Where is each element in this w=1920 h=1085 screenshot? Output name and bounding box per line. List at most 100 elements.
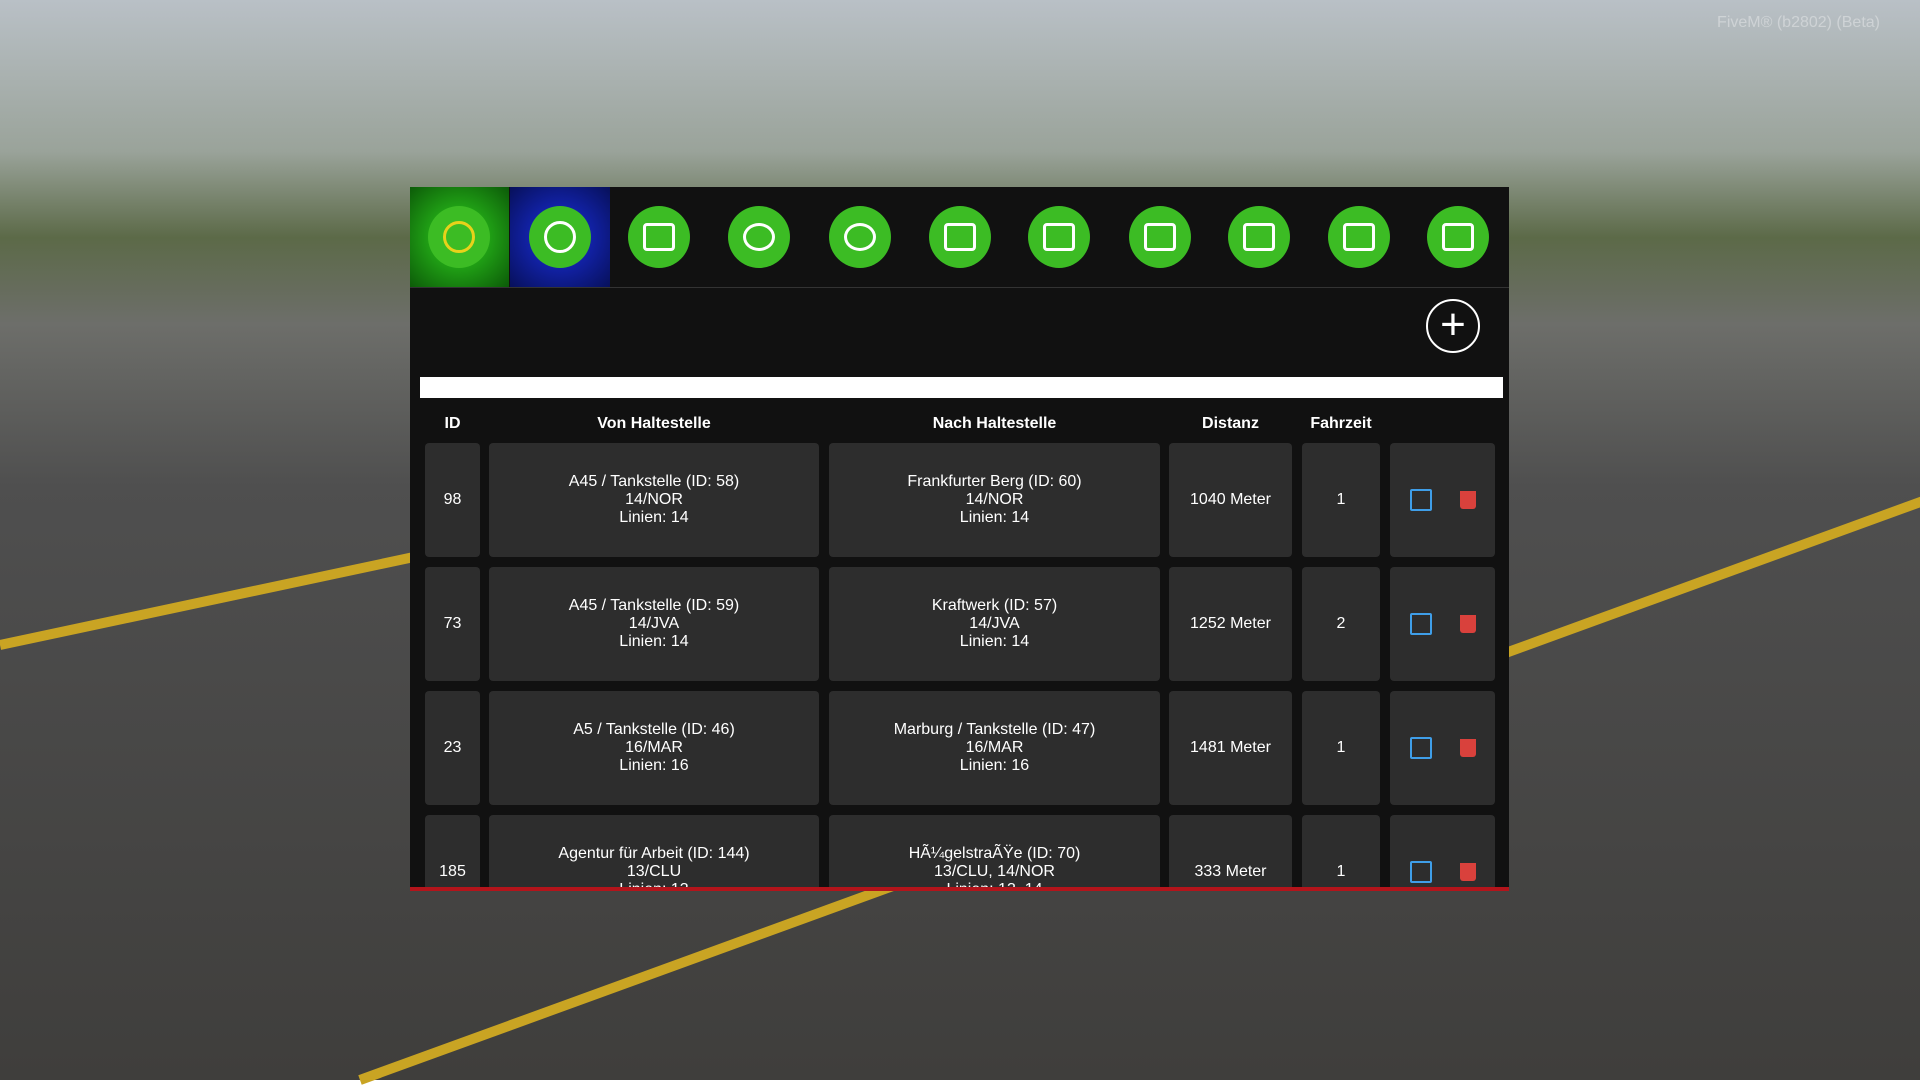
distance-cell: 1481 Meter	[1169, 691, 1292, 805]
edit-button[interactable]	[1410, 613, 1432, 635]
nav-button[interactable]	[1110, 187, 1210, 287]
time-text: 1	[1337, 491, 1346, 509]
nav-button[interactable]	[1309, 187, 1409, 287]
id-cell: 73	[425, 567, 480, 681]
distance-text: 1481 Meter	[1190, 739, 1271, 757]
time-cell: 1	[1302, 815, 1380, 887]
id-cell: 98	[425, 443, 480, 557]
stop-line: Linien: 14	[619, 509, 688, 527]
time-text: 2	[1337, 615, 1346, 633]
icon-glyph	[1442, 223, 1474, 251]
stop-line: A45 / Tankstelle (ID: 59)	[569, 597, 739, 615]
id-text: 98	[444, 491, 462, 509]
distance-cell: 1040 Meter	[1169, 443, 1292, 557]
nav-icon	[1427, 206, 1489, 268]
stop-line: Linien: 16	[619, 757, 688, 775]
bus-stop-panel: + ID Von Haltestelle Nach Haltestelle Dista…	[410, 187, 1509, 891]
id-cell: 185	[425, 815, 480, 887]
stop-line: Kraftwerk (ID: 57)	[932, 597, 1057, 615]
nav-button[interactable]	[910, 187, 1010, 287]
nav-button[interactable]	[1209, 187, 1309, 287]
nav-icon	[1129, 206, 1191, 268]
actions-cell	[1390, 815, 1495, 887]
nav-button[interactable]	[1009, 187, 1109, 287]
icon-glyph	[1144, 223, 1176, 251]
stop-line: 16/MAR	[625, 739, 683, 757]
actions-cell	[1390, 567, 1495, 681]
stop-line: Linien: 14	[960, 633, 1029, 651]
icon-glyph	[544, 221, 576, 253]
stop-line: Linien: 14	[619, 633, 688, 651]
time-cell: 1	[1302, 443, 1380, 557]
to-cell: HÃ¼gelstraÃŸe (ID: 70)13/CLU, 14/NORLini…	[829, 815, 1160, 887]
nav-button[interactable]	[410, 187, 509, 287]
id-cell: 23	[425, 691, 480, 805]
edit-button[interactable]	[1410, 737, 1432, 759]
column-header: Von Haltestelle	[489, 415, 819, 433]
nav-icon	[628, 206, 690, 268]
stop-line: 14/NOR	[966, 491, 1024, 509]
edit-button[interactable]	[1410, 861, 1432, 883]
stop-line: Linien: 13, 14	[946, 881, 1042, 887]
nav-button[interactable]	[810, 187, 910, 287]
delete-button[interactable]	[1460, 615, 1476, 633]
distance-text: 1252 Meter	[1190, 615, 1271, 633]
id-text: 73	[444, 615, 462, 633]
nav-icon	[829, 206, 891, 268]
stop-line: 14/JVA	[969, 615, 1019, 633]
nav-icon	[1328, 206, 1390, 268]
nav-icon	[929, 206, 991, 268]
icon-glyph	[443, 221, 475, 253]
stop-line: A5 / Tankstelle (ID: 46)	[573, 721, 735, 739]
icon-glyph	[643, 223, 675, 251]
column-header: Fahrzeit	[1302, 415, 1380, 433]
stop-line: 13/CLU, 14/NOR	[934, 863, 1055, 881]
time-cell: 1	[1302, 691, 1380, 805]
stop-line: 13/CLU	[627, 863, 681, 881]
delete-button[interactable]	[1460, 739, 1476, 757]
stop-line: Frankfurter Berg (ID: 60)	[907, 473, 1081, 491]
nav-icon	[529, 206, 591, 268]
actions-cell	[1390, 691, 1495, 805]
delete-button[interactable]	[1460, 863, 1476, 881]
time-text: 1	[1337, 863, 1346, 881]
stop-line: Marburg / Tankstelle (ID: 47)	[894, 721, 1096, 739]
nav-button[interactable]	[609, 187, 709, 287]
stop-line: 14/NOR	[625, 491, 683, 509]
search-input[interactable]	[420, 377, 1503, 398]
delete-button[interactable]	[1460, 491, 1476, 509]
edit-button[interactable]	[1410, 489, 1432, 511]
from-cell: Agentur für Arbeit (ID: 144)13/CLULinien…	[489, 815, 819, 887]
icon-glyph	[844, 223, 876, 251]
icon-glyph	[1243, 223, 1275, 251]
nav-bar	[410, 187, 1509, 288]
nav-button[interactable]	[510, 187, 610, 287]
nav-icon	[728, 206, 790, 268]
stop-line: Linien: 13	[619, 881, 688, 887]
nav-icon	[1228, 206, 1290, 268]
road-line	[1498, 472, 1920, 659]
column-header: ID	[425, 415, 480, 433]
add-button[interactable]: +	[1426, 299, 1480, 353]
distance-cell: 1252 Meter	[1169, 567, 1292, 681]
stop-line: 16/MAR	[966, 739, 1024, 757]
distance-text: 1040 Meter	[1190, 491, 1271, 509]
nav-button[interactable]	[1408, 187, 1508, 287]
stop-line: A45 / Tankstelle (ID: 58)	[569, 473, 739, 491]
column-header: Distanz	[1169, 415, 1292, 433]
column-header: Nach Haltestelle	[829, 415, 1160, 433]
stop-line: HÃ¼gelstraÃŸe (ID: 70)	[909, 845, 1081, 863]
stop-line: Agentur für Arbeit (ID: 144)	[558, 845, 749, 863]
icon-glyph	[1343, 223, 1375, 251]
stop-line: Linien: 14	[960, 509, 1029, 527]
nav-button[interactable]	[709, 187, 809, 287]
distance-cell: 333 Meter	[1169, 815, 1292, 887]
actions-cell	[1390, 443, 1495, 557]
